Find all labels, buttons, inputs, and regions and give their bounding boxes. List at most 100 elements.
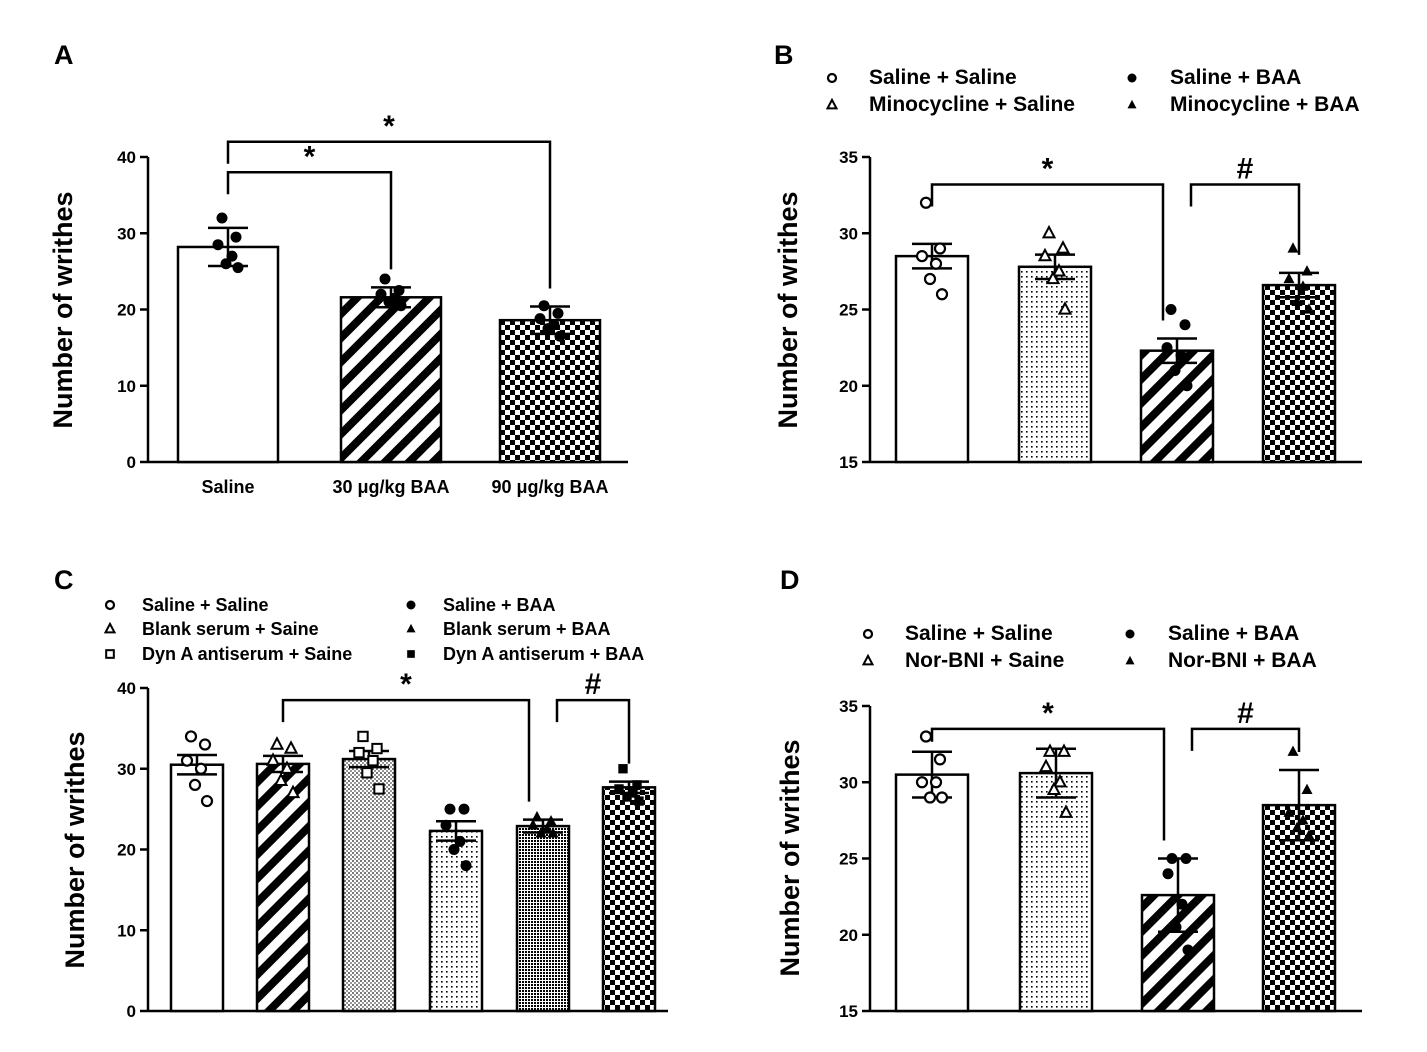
panel-b-letter: B: [774, 40, 794, 70]
bar: [515, 824, 571, 1013]
data-point: [1291, 821, 1303, 833]
data-point: [545, 814, 557, 826]
data-point: [200, 794, 214, 808]
data-point: [1301, 783, 1313, 795]
data-point: [444, 803, 456, 815]
data-point: [935, 288, 949, 301]
bar: [894, 773, 970, 1013]
data-point: [269, 736, 285, 750]
legend-entry: Saline + BAA: [1170, 66, 1301, 89]
legend-entry: Saline + Saline: [142, 595, 269, 615]
data-point: [1038, 758, 1054, 773]
bar: [1017, 265, 1093, 464]
data-point: [1041, 224, 1057, 239]
legend-marker: [407, 650, 415, 658]
bar: [1261, 283, 1337, 464]
data-point: [367, 755, 379, 767]
y-tick-label: 0: [127, 1002, 136, 1021]
data-point: [379, 273, 391, 285]
data-point: [1057, 301, 1073, 315]
legend-marker: [1125, 655, 1135, 665]
legend-entry: Dyn A antiserum + Saine: [142, 644, 352, 664]
y-tick-label: 30: [117, 224, 136, 243]
data-point: [1037, 247, 1053, 262]
data-point: [383, 296, 395, 308]
significance-bracket: [226, 140, 552, 289]
legend-entry: Minocycline + Saline: [869, 93, 1075, 116]
panel-c-letter: C: [54, 565, 74, 595]
significance-label: *: [400, 668, 412, 701]
data-point: [1042, 743, 1058, 757]
data-point: [919, 196, 933, 209]
data-point: [220, 258, 232, 270]
legend-marker: [406, 623, 416, 633]
significance-bracket: [930, 727, 1166, 841]
data-point: [634, 796, 644, 806]
significance-bracket: [555, 698, 631, 764]
data-point: [554, 330, 566, 342]
y-tick-label: 30: [117, 760, 136, 779]
data-point: [1283, 806, 1295, 817]
data-point: [1170, 921, 1182, 933]
legend-marker: [1127, 73, 1137, 83]
legend-marker: [105, 649, 115, 659]
significance-bracket: [281, 698, 531, 802]
data-point: [542, 323, 554, 335]
legend-marker: [406, 600, 416, 610]
data-point: [933, 753, 947, 766]
data-point: [1303, 829, 1315, 840]
data-point: [1165, 304, 1177, 315]
data-point: [632, 780, 642, 790]
panel-d-chart: 15 20 25 30 35 Number of writhes * # Saline + Sa…: [775, 622, 1362, 1021]
data-point: [285, 784, 301, 799]
data-point: [1180, 853, 1192, 864]
panel-a-letter: A: [54, 40, 74, 70]
data-point: [371, 742, 383, 755]
legend-entry: Blank serum + Saine: [142, 619, 319, 639]
data-point: [1045, 270, 1061, 285]
data-point: [1169, 365, 1181, 376]
data-point: [1055, 240, 1071, 254]
data-point: [618, 764, 628, 774]
significance-label: *: [304, 140, 316, 173]
data-point: [1297, 814, 1309, 825]
significance-label: #: [1237, 152, 1254, 185]
data-point: [1287, 242, 1299, 253]
significance-label: *: [1042, 697, 1054, 730]
data-point: [198, 738, 212, 751]
data-point: [933, 242, 947, 255]
data-point: [622, 792, 632, 802]
significance-bracket: [930, 183, 1165, 321]
legend-marker: [104, 599, 116, 611]
bar: [339, 296, 443, 464]
significance-label: #: [1237, 697, 1254, 730]
data-point: [357, 730, 369, 743]
data-point: [232, 262, 244, 274]
y-tick-label: 30: [839, 773, 858, 792]
y-tick-label: 10: [117, 921, 136, 940]
y-tick-label: 20: [117, 301, 136, 320]
y-axis-label: Number of writhes: [60, 731, 90, 968]
data-point: [527, 819, 539, 830]
data-point: [283, 740, 299, 754]
data-point: [547, 827, 559, 838]
data-point: [180, 754, 194, 767]
data-point: [929, 257, 943, 270]
data-point: [448, 844, 460, 855]
bar: [601, 786, 657, 1013]
y-tick-label: 25: [839, 850, 858, 869]
legend-entry: Saline + Saline: [905, 622, 1053, 645]
data-point: [541, 823, 553, 834]
data-point: [373, 783, 385, 795]
data-point: [184, 730, 198, 743]
data-point: [534, 313, 546, 325]
bar: [169, 763, 225, 1013]
significance-label: #: [585, 668, 602, 701]
data-point: [216, 212, 228, 224]
significance-label: *: [383, 110, 395, 143]
y-tick-label: 25: [839, 301, 858, 320]
legend-entry: Nor-BNI + Saine: [905, 649, 1064, 672]
panel-d-letter: D: [780, 565, 800, 595]
y-tick-label: 20: [839, 377, 858, 396]
bar: [498, 318, 602, 464]
